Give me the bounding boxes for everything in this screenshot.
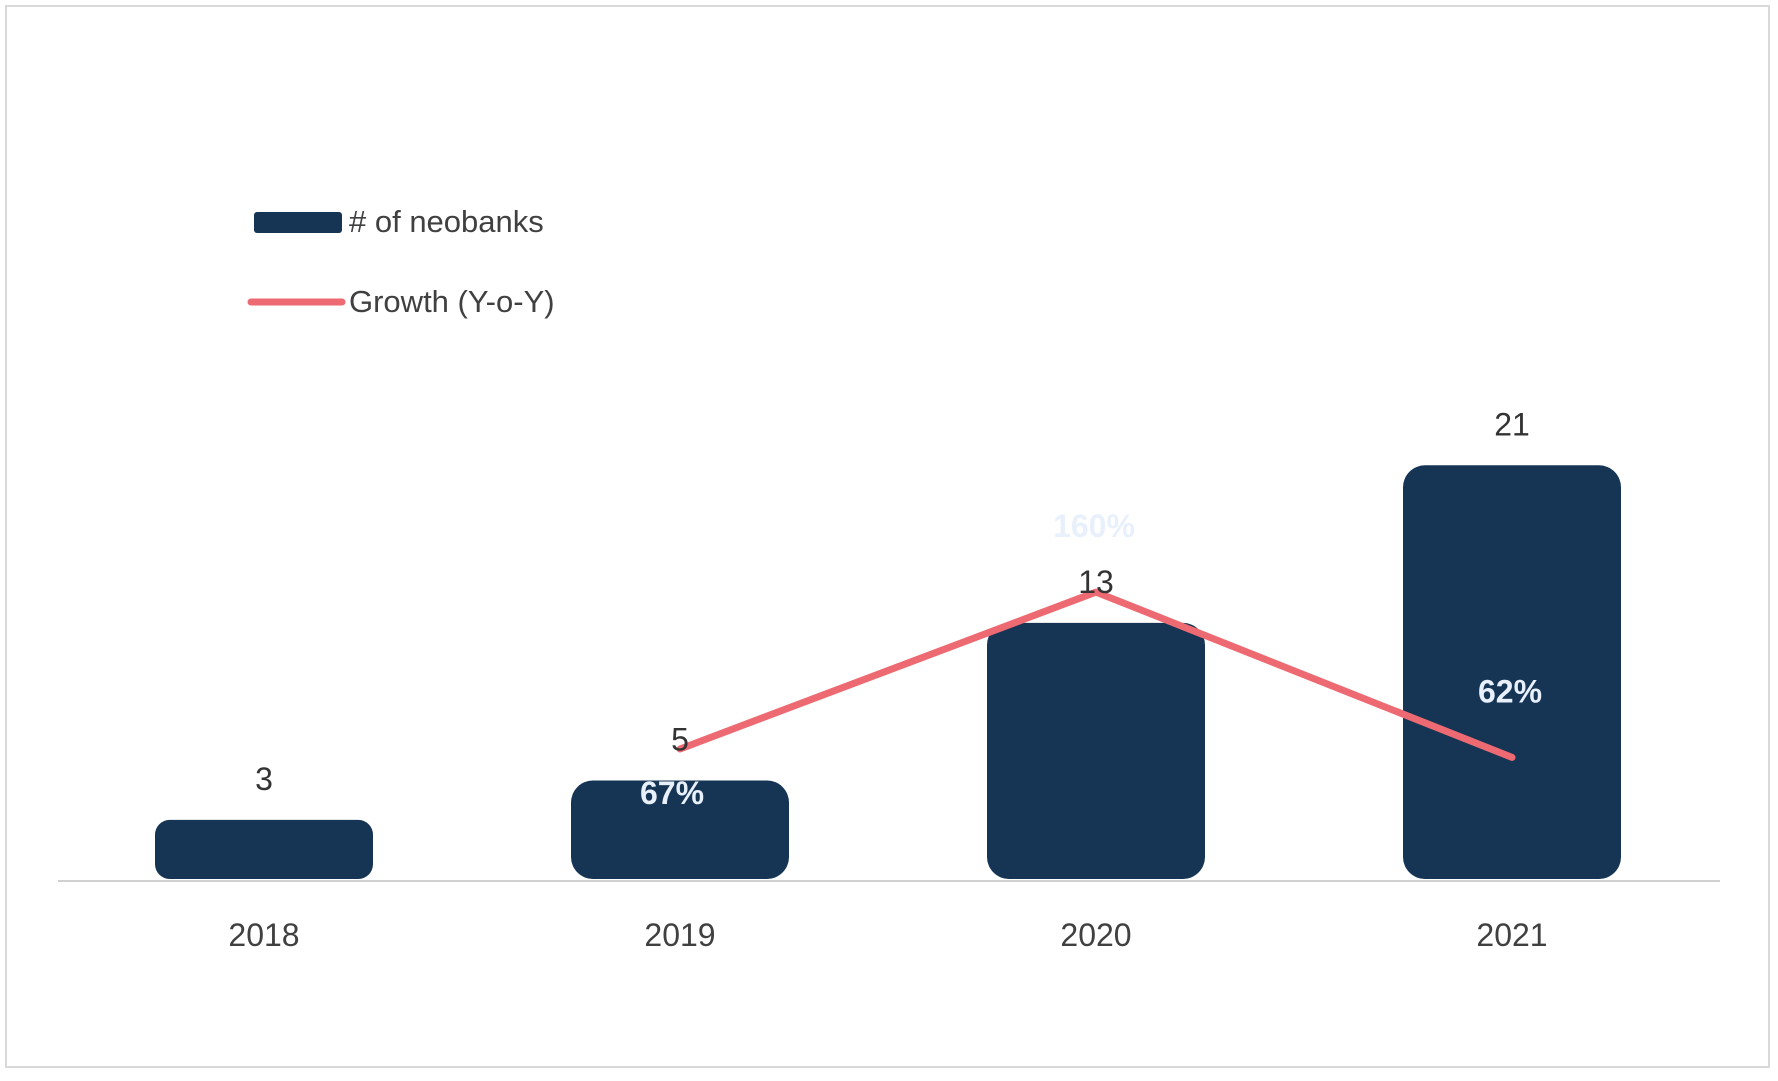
legend-label-growth: Growth (Y-o-Y): [349, 284, 555, 319]
x-tick-label-2019: 2019: [644, 917, 715, 953]
growth-label-2021: 62%: [1478, 673, 1542, 709]
bar-value-label-2019: 5: [671, 722, 689, 758]
bar-value-label-2021: 21: [1494, 406, 1530, 442]
x-tick-label-2021: 2021: [1476, 917, 1547, 953]
growth-label-2019: 67%: [640, 775, 704, 811]
legend: # of neobanks Growth (Y-o-Y): [247, 204, 555, 319]
legend-label-neobanks: # of neobanks: [349, 204, 544, 239]
bars-layer: [155, 465, 1621, 879]
growth-line: [676, 588, 1516, 761]
bar-2019: [571, 780, 789, 879]
x-tick-label-2020: 2020: [1060, 917, 1131, 953]
bar-2021: [1403, 465, 1621, 879]
bar-2020: [987, 622, 1205, 879]
labels-layer: 3 2018 5 2019 13 2020 21 2021 67% 160% 62%: [228, 406, 1547, 953]
bar-2018: [155, 819, 373, 879]
bar-value-label-2018: 3: [255, 761, 273, 797]
growth-line-layer: [676, 588, 1516, 761]
legend-swatch-neobanks: [254, 212, 342, 233]
x-tick-label-2018: 2018: [228, 917, 299, 953]
growth-label-2020: 160%: [1053, 508, 1135, 544]
bar-value-label-2020: 13: [1078, 564, 1114, 600]
